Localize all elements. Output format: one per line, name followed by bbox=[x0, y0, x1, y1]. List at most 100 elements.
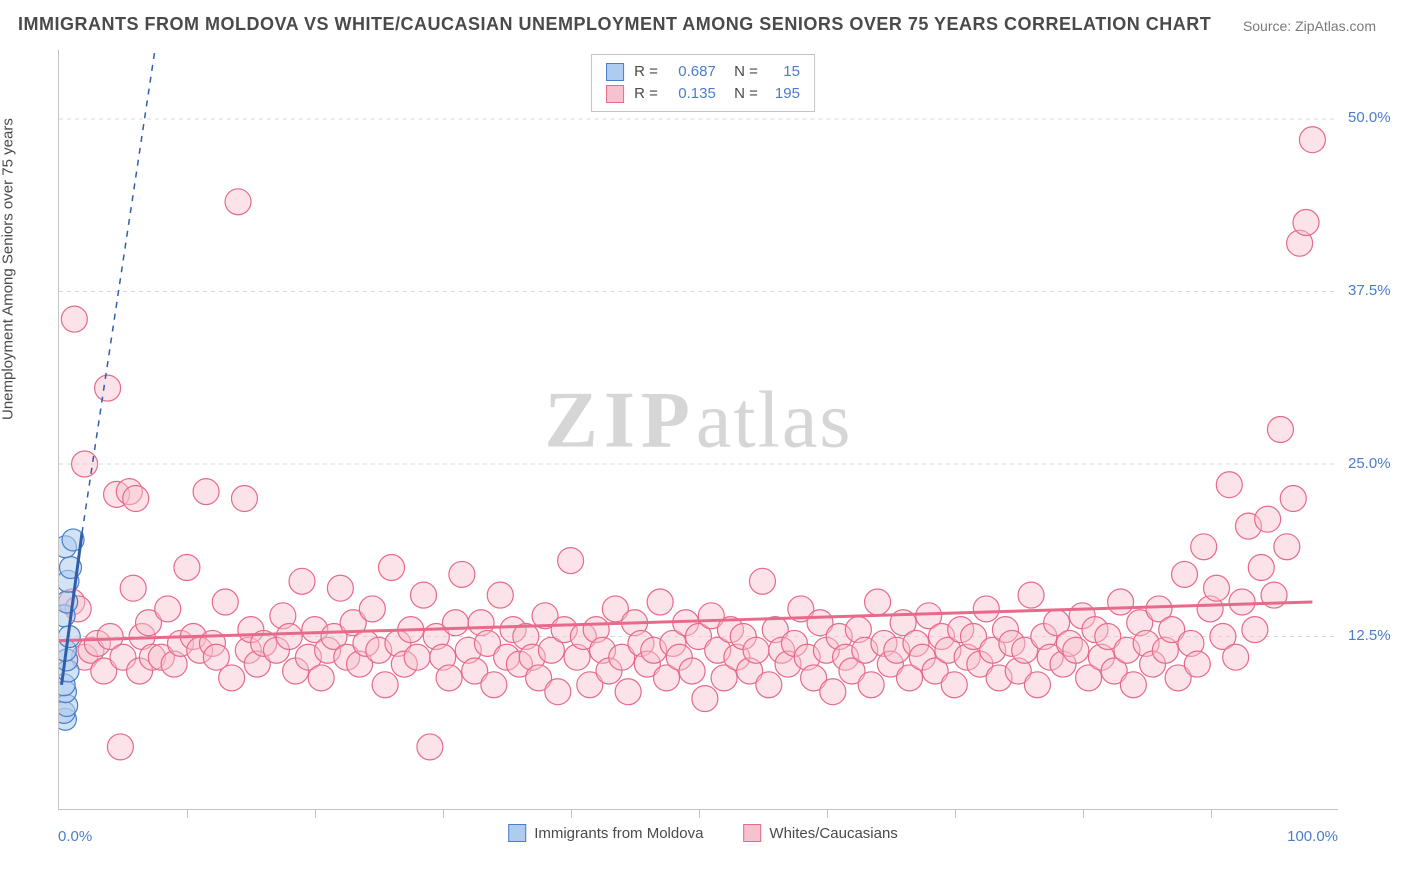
chart-svg bbox=[59, 50, 1338, 809]
n-label: N = bbox=[726, 83, 758, 105]
r-value-b: 0.135 bbox=[668, 83, 716, 105]
swatch-b bbox=[606, 85, 624, 103]
scatter-point bbox=[1024, 672, 1050, 698]
scatter-point bbox=[858, 672, 884, 698]
scatter-point bbox=[820, 679, 846, 705]
scatter-point bbox=[289, 568, 315, 594]
legend-correlation-box: R = 0.687 N = 15 R = 0.135 N = 195 bbox=[591, 54, 815, 112]
scatter-point bbox=[404, 644, 430, 670]
scatter-point bbox=[1018, 582, 1044, 608]
y-axis-label: Unemployment Among Seniors over 75 years bbox=[0, 118, 17, 420]
scatter-point bbox=[692, 686, 718, 712]
scatter-point bbox=[1204, 575, 1230, 601]
n-value-a: 15 bbox=[768, 61, 800, 83]
scatter-point bbox=[123, 486, 149, 512]
scatter-point bbox=[308, 665, 334, 691]
scatter-point bbox=[72, 451, 98, 477]
scatter-point bbox=[743, 637, 769, 663]
x-gridline bbox=[571, 810, 572, 818]
n-label: N = bbox=[726, 61, 758, 83]
r-value-a: 0.687 bbox=[668, 61, 716, 83]
scatter-point bbox=[481, 672, 507, 698]
scatter-point bbox=[276, 624, 302, 650]
source-attribution: Source: ZipAtlas.com bbox=[1243, 18, 1376, 34]
scatter-point bbox=[1229, 589, 1255, 615]
scatter-point bbox=[1216, 472, 1242, 498]
y-tick-label: 12.5% bbox=[1348, 627, 1406, 644]
scatter-point bbox=[1242, 617, 1268, 643]
x-gridline bbox=[187, 810, 188, 818]
scatter-point bbox=[865, 589, 891, 615]
x-axis-max-label: 100.0% bbox=[1287, 828, 1338, 845]
scatter-point bbox=[174, 555, 200, 581]
scatter-point bbox=[1184, 651, 1210, 677]
scatter-point bbox=[1108, 589, 1134, 615]
scatter-point bbox=[487, 582, 513, 608]
scatter-point bbox=[1267, 417, 1293, 443]
plot-area: ZIPatlas 12.5%25.0%37.5%50.0% bbox=[58, 50, 1338, 810]
scatter-point bbox=[679, 658, 705, 684]
scatter-point bbox=[61, 306, 87, 332]
y-tick-label: 25.0% bbox=[1348, 455, 1406, 472]
scatter-point bbox=[225, 189, 251, 215]
n-value-b: 195 bbox=[768, 83, 800, 105]
x-gridline bbox=[1083, 810, 1084, 818]
scatter-point bbox=[95, 375, 121, 401]
scatter-point bbox=[1223, 644, 1249, 670]
legend-label-b: Whites/Caucasians bbox=[769, 825, 897, 842]
legend-item-b: Whites/Caucasians bbox=[743, 824, 897, 842]
scatter-point bbox=[1191, 534, 1217, 560]
scatter-point bbox=[749, 568, 775, 594]
y-tick-label: 37.5% bbox=[1348, 282, 1406, 299]
scatter-point bbox=[545, 679, 571, 705]
scatter-point bbox=[107, 734, 133, 760]
scatter-point bbox=[417, 734, 443, 760]
x-gridline bbox=[315, 810, 316, 818]
r-label: R = bbox=[634, 61, 658, 83]
scatter-point bbox=[372, 672, 398, 698]
scatter-point bbox=[1255, 506, 1281, 532]
scatter-point bbox=[647, 589, 673, 615]
x-gridline bbox=[827, 810, 828, 818]
scatter-point bbox=[1248, 555, 1274, 581]
scatter-point bbox=[359, 596, 385, 622]
swatch-a-bottom bbox=[508, 824, 526, 842]
x-gridline bbox=[699, 810, 700, 818]
scatter-point bbox=[941, 672, 967, 698]
y-tick-label: 50.0% bbox=[1348, 109, 1406, 126]
legend-series: Immigrants from Moldova Whites/Caucasian… bbox=[508, 824, 898, 842]
x-gridline bbox=[443, 810, 444, 818]
scatter-point bbox=[1280, 486, 1306, 512]
scatter-point bbox=[1274, 534, 1300, 560]
legend-row-b: R = 0.135 N = 195 bbox=[606, 83, 800, 105]
scatter-point bbox=[436, 665, 462, 691]
scatter-point bbox=[1293, 210, 1319, 236]
scatter-point bbox=[212, 589, 238, 615]
scatter-point bbox=[231, 486, 257, 512]
scatter-point bbox=[973, 596, 999, 622]
scatter-point bbox=[155, 596, 181, 622]
scatter-point bbox=[411, 582, 437, 608]
scatter-point bbox=[379, 555, 405, 581]
scatter-point bbox=[1120, 672, 1146, 698]
scatter-point bbox=[193, 479, 219, 505]
scatter-point bbox=[558, 548, 584, 574]
x-axis-min-label: 0.0% bbox=[58, 828, 92, 845]
legend-item-a: Immigrants from Moldova bbox=[508, 824, 703, 842]
swatch-a bbox=[606, 63, 624, 81]
scatter-point bbox=[219, 665, 245, 691]
scatter-point bbox=[449, 561, 475, 587]
r-label: R = bbox=[634, 83, 658, 105]
scatter-point bbox=[120, 575, 146, 601]
x-gridline bbox=[1211, 810, 1212, 818]
x-gridline bbox=[955, 810, 956, 818]
scatter-point bbox=[1172, 561, 1198, 587]
legend-row-a: R = 0.687 N = 15 bbox=[606, 61, 800, 83]
scatter-point bbox=[615, 679, 641, 705]
scatter-point bbox=[327, 575, 353, 601]
scatter-point bbox=[443, 610, 469, 636]
scatter-point bbox=[756, 672, 782, 698]
chart-title: IMMIGRANTS FROM MOLDOVA VS WHITE/CAUCASI… bbox=[18, 14, 1211, 35]
swatch-b-bottom bbox=[743, 824, 761, 842]
legend-label-a: Immigrants from Moldova bbox=[534, 825, 703, 842]
